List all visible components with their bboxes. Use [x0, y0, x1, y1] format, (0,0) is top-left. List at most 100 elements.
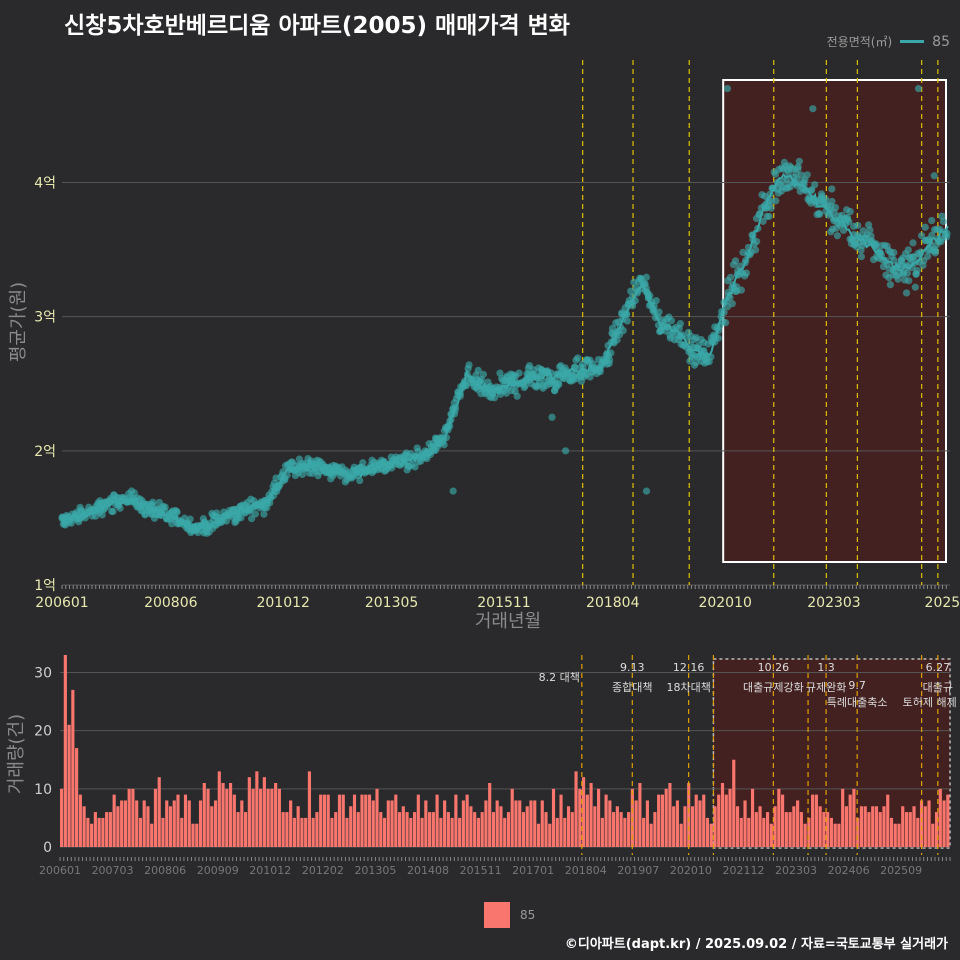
volume-bar	[454, 794, 458, 847]
volume-bar	[198, 800, 203, 847]
y-axis-title: 평균가(원)	[8, 282, 29, 362]
volume-bar	[458, 817, 462, 847]
volume-bar	[642, 817, 646, 847]
volume-bar	[116, 806, 120, 847]
volume-bar	[292, 817, 296, 847]
scatter-point	[833, 232, 841, 240]
scatter-point	[627, 287, 635, 295]
scatter-point	[655, 308, 663, 316]
volume-bar	[352, 794, 357, 847]
volume-bar	[675, 800, 680, 847]
scatter-point	[828, 197, 836, 206]
volume-bar	[379, 812, 383, 847]
scatter-point	[928, 216, 936, 225]
policy-annotation: 9.13	[620, 661, 645, 674]
volume-bar	[345, 817, 349, 847]
scatter-point	[909, 239, 917, 247]
scatter-point	[561, 447, 570, 455]
bar-x-tick-label: 201012	[249, 864, 291, 877]
scatter-point	[726, 273, 735, 281]
x-tick-label: 200601	[35, 595, 88, 611]
volume-bar	[672, 806, 676, 847]
volume-bar	[480, 812, 484, 847]
scatter-point	[359, 459, 367, 467]
scatter-point	[831, 203, 840, 212]
volume-bar	[394, 794, 398, 847]
legend-bar-label: 85	[520, 908, 536, 922]
bar-x-tick-label: 201305	[354, 864, 396, 877]
volume-bar	[183, 794, 188, 847]
volume-bar	[202, 783, 206, 847]
volume-bar	[777, 788, 781, 847]
bar-y-axis-title: 거래량(건)	[6, 714, 27, 794]
volume-bar	[720, 783, 725, 847]
volume-bar	[206, 788, 210, 847]
scatter-point	[759, 217, 767, 225]
volume-bar	[244, 812, 248, 847]
volume-bar	[758, 806, 762, 847]
volume-bar	[871, 806, 875, 847]
volume-bar	[349, 806, 353, 847]
volume-bar	[63, 655, 67, 847]
volume-bar	[570, 812, 574, 847]
scatter-point	[930, 172, 938, 180]
volume-bar	[473, 812, 477, 847]
volume-bar	[375, 788, 379, 847]
scatter-point	[479, 370, 488, 378]
volume-bar	[123, 800, 127, 847]
scatter-point	[260, 510, 268, 518]
bar-x-tick-label: 201701	[512, 864, 554, 877]
scatter-point	[605, 359, 613, 368]
scatter-point	[894, 275, 902, 283]
volume-bar	[668, 783, 672, 847]
volume-bar	[529, 800, 533, 847]
volume-bar	[315, 812, 319, 847]
volume-bar	[841, 788, 845, 847]
volume-bar	[176, 794, 180, 847]
volume-bar	[484, 800, 488, 847]
scatter-point	[555, 381, 563, 389]
volume-bar	[341, 794, 345, 847]
volume-bar	[491, 812, 496, 847]
scatter-point	[596, 368, 604, 376]
volume-bar	[773, 806, 777, 847]
bar-x-tick-label: 201907	[617, 864, 659, 877]
volume-bar	[296, 806, 300, 847]
volume-bar	[608, 800, 612, 847]
volume-bar	[750, 788, 755, 847]
scatter-point	[667, 317, 676, 325]
volume-bar	[769, 823, 773, 847]
legend-title: 전용면적(㎡)	[826, 35, 893, 49]
y-tick-label: 3억	[34, 310, 56, 326]
volume-bar	[281, 812, 285, 847]
scatter-point	[866, 226, 874, 234]
scatter-point	[642, 487, 651, 495]
bar-x-tick-label: 200703	[92, 864, 134, 877]
scatter-point	[803, 171, 811, 179]
volume-bar	[285, 812, 289, 847]
volume-bar	[874, 806, 879, 847]
scatter-point	[449, 487, 457, 495]
volume-bar	[735, 806, 740, 847]
scatter-point	[515, 369, 523, 377]
volume-bar	[548, 823, 552, 847]
scatter-point	[149, 498, 157, 506]
policy-annotation: 대출규	[923, 681, 953, 694]
legend-bottom: 85	[484, 902, 535, 928]
volume-bar	[135, 800, 139, 847]
volume-bar	[514, 800, 518, 847]
scatter-point	[694, 342, 703, 350]
volume-bar	[259, 788, 263, 847]
volume-bar	[518, 800, 522, 847]
volume-bar	[503, 817, 507, 847]
volume-bar	[544, 812, 548, 847]
volume-bar	[525, 806, 529, 847]
y-tick-label: 2억	[34, 444, 56, 460]
scatter-point	[931, 249, 939, 257]
scatter-point	[619, 326, 627, 335]
volume-bar	[615, 806, 619, 847]
scatter-point	[721, 319, 730, 327]
volume-bar	[360, 794, 364, 847]
volume-bar	[180, 817, 184, 847]
volume-bar	[146, 806, 150, 847]
